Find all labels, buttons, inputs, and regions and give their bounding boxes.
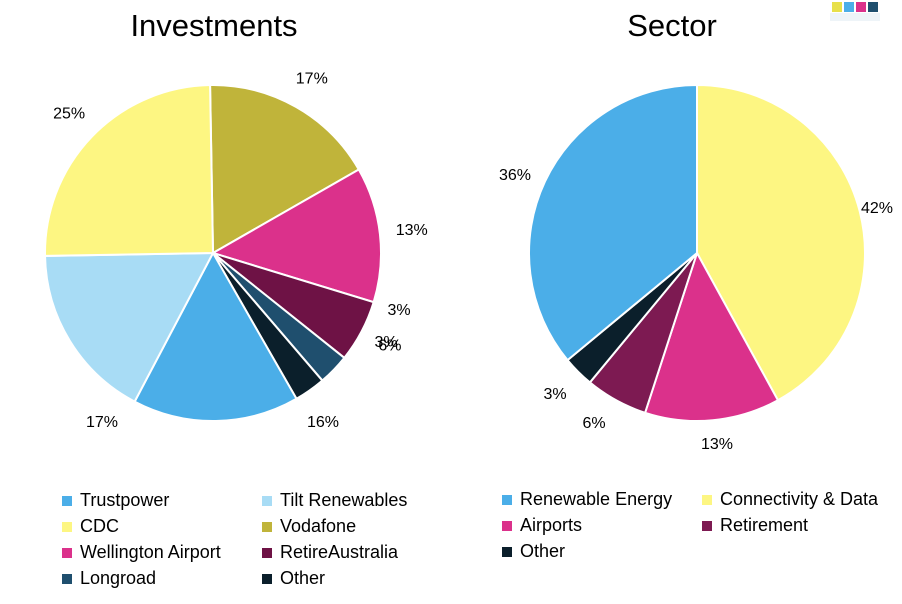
investments-pie-labels: 17%13%6%3%3%16%17%25% bbox=[53, 70, 428, 431]
sector-legend-swatch bbox=[502, 546, 512, 557]
sector-legend-item-airports: Airports bbox=[502, 515, 582, 536]
sector-legend-swatch bbox=[702, 494, 712, 505]
investments-slice-cdc bbox=[44, 84, 215, 257]
sector-legend-label: Airports bbox=[520, 515, 583, 535]
investments-legend-swatch bbox=[262, 495, 272, 506]
sector-legend-swatch bbox=[702, 520, 712, 531]
investments-legend-item-wellington-airport: Wellington Airport bbox=[62, 542, 221, 563]
sector-legend-label: Retirement bbox=[720, 515, 809, 535]
sector-pie-labels: 42% 13% 6% 3% 36% bbox=[499, 167, 893, 453]
investments-legend-item-vodafone: Vodafone bbox=[262, 516, 356, 537]
investments-legend-label: Other bbox=[280, 568, 326, 588]
investments-legend-item-tilt-renewables: Tilt Renewables bbox=[262, 490, 407, 511]
investments-legend-label: Longroad bbox=[80, 568, 157, 588]
sector-label-other: 3% bbox=[543, 386, 566, 403]
investments-legend-item-cdc: CDC bbox=[62, 516, 119, 537]
sector-label-retirement: 6% bbox=[582, 415, 605, 432]
investments-slice-tilt-renewables bbox=[44, 251, 215, 403]
sector-legend-item-retirement: Retirement bbox=[702, 515, 808, 536]
investments-legend-item-longroad: Longroad bbox=[62, 568, 156, 589]
investments-label-retireaustralia: 6% bbox=[378, 337, 401, 354]
sector-label-renewable-energy: 36% bbox=[499, 167, 531, 184]
investments-legend-swatch bbox=[62, 547, 72, 558]
investments-slice-trustpower bbox=[133, 250, 298, 422]
investments-legend-swatch bbox=[62, 573, 72, 584]
investments-label-other: 3% bbox=[374, 334, 397, 351]
investments-legend-item-retireaustralia: RetireAustralia bbox=[262, 542, 398, 563]
sector-legend-label: Connectivity & Data bbox=[720, 489, 879, 509]
investments-pie bbox=[44, 84, 382, 422]
sector-slice-connectivity-and-data bbox=[696, 83, 867, 402]
investments-legend-item-other: Other bbox=[262, 568, 325, 589]
investments-label-tilt-renewables: 17% bbox=[86, 414, 118, 431]
investments-label-vodafone: 17% bbox=[296, 70, 328, 87]
sector-legend-swatch bbox=[502, 520, 512, 531]
sector-chart-title: Sector bbox=[627, 8, 717, 43]
investments-legend-label: Tilt Renewables bbox=[280, 490, 408, 510]
investments-legend-label: Wellington Airport bbox=[80, 542, 221, 562]
investments-legend-item-trustpower: Trustpower bbox=[62, 490, 169, 511]
sector-label-connectivity-and-data: 42% bbox=[861, 200, 893, 217]
brand-logo bbox=[828, 0, 884, 22]
investments-legend-swatch bbox=[62, 521, 72, 532]
sector-legend-item-other: Other bbox=[502, 541, 565, 562]
investments-slice-vodafone bbox=[209, 84, 361, 255]
sector-legend-item-connectivity-and-data: Connectivity & Data bbox=[702, 489, 878, 510]
investments-label-cdc: 25% bbox=[53, 105, 85, 122]
investments-legend-label: Trustpower bbox=[80, 490, 170, 510]
investments-legend-swatch bbox=[262, 547, 272, 558]
investments-label-trustpower: 16% bbox=[307, 414, 339, 431]
investments-slice-wellington-airport bbox=[210, 168, 382, 304]
sector-legend-swatch bbox=[502, 494, 512, 505]
investments-legend-swatch bbox=[62, 495, 72, 506]
investments-chart-title: Investments bbox=[130, 8, 298, 43]
sector-slice-airports bbox=[643, 250, 780, 422]
sector-legend-label: Renewable Energy bbox=[520, 489, 673, 509]
sector-legend-item-renewable-energy: Renewable Energy bbox=[502, 489, 672, 510]
investments-legend-swatch bbox=[262, 573, 272, 584]
investments-legend-label: Vodafone bbox=[280, 516, 357, 536]
investments-label-wellington-airport: 13% bbox=[396, 222, 428, 239]
sector-slice-renewable-energy bbox=[528, 83, 698, 362]
sector-label-airports: 13% bbox=[701, 436, 733, 453]
investments-legend-label: RetireAustralia bbox=[280, 542, 399, 562]
investments-legend-label: CDC bbox=[80, 516, 119, 536]
sector-pie bbox=[528, 83, 867, 422]
sector-legend-label: Other bbox=[520, 541, 566, 561]
investments-label-longroad: 3% bbox=[387, 302, 410, 319]
investments-legend-swatch bbox=[262, 521, 272, 532]
